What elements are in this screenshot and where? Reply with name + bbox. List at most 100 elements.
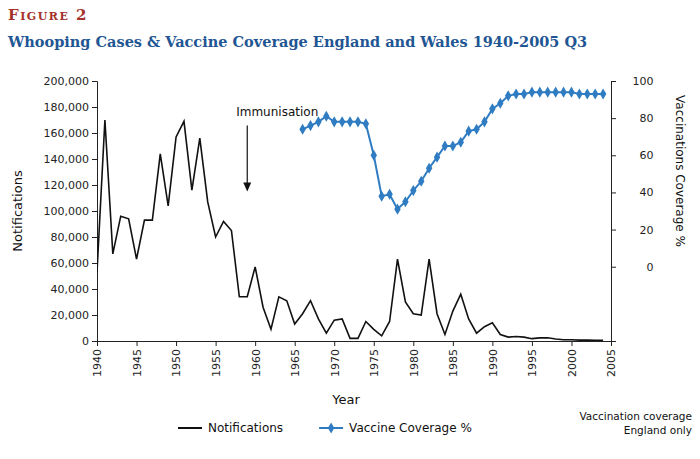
marker — [592, 88, 598, 99]
marker — [481, 116, 487, 127]
marker — [513, 88, 519, 99]
tick: 20,000 — [51, 309, 98, 322]
axis-line — [612, 82, 617, 342]
marker — [339, 116, 345, 127]
tick-mark — [137, 341, 138, 346]
tick-mark — [92, 237, 97, 238]
tick: 80 — [611, 112, 653, 125]
tick-mark — [92, 107, 97, 108]
tick: 40,000 — [51, 283, 98, 296]
chart-root: Figure 2Whooping Cases & Vaccine Coverag… — [0, 0, 700, 459]
y2-axis: 020406080100 — [611, 75, 653, 341]
marker — [489, 103, 495, 114]
tick-label: 1980 — [408, 349, 421, 377]
annotation-arrow — [247, 126, 248, 184]
tick-label: 20,000 — [51, 309, 90, 322]
marker — [331, 116, 337, 127]
tick-mark — [92, 159, 97, 160]
legend-item: Vaccine Coverage % — [319, 421, 472, 435]
legend-item: Notifications — [178, 421, 283, 435]
tick-label: 1955 — [210, 349, 223, 377]
tick-label: 0 — [82, 335, 89, 348]
tick-mark — [611, 267, 616, 268]
tick: 160,000 — [44, 127, 98, 140]
marker — [505, 90, 511, 101]
tick-label: 1965 — [289, 349, 302, 377]
tick-mark — [611, 192, 616, 193]
tick: 120,000 — [44, 179, 98, 192]
tick: 40 — [611, 186, 653, 199]
tick-mark — [611, 81, 616, 82]
tick-label: 1970 — [329, 349, 342, 377]
marker — [552, 87, 558, 98]
marker — [442, 140, 448, 151]
tick-label: 100 — [632, 75, 653, 88]
tick-label: 120,000 — [44, 179, 90, 192]
tick-label: 0 — [646, 261, 653, 274]
tick-mark — [611, 155, 616, 156]
tick-label: 40,000 — [51, 283, 90, 296]
tick-label: 2000 — [566, 349, 579, 377]
tick-mark — [413, 341, 414, 346]
tick-mark — [92, 315, 97, 316]
marker — [434, 152, 440, 163]
annotation: Immunisation — [236, 105, 318, 119]
marker — [402, 196, 408, 207]
tick-label: 80 — [639, 112, 653, 125]
tick: 1990 — [487, 341, 500, 377]
marker — [410, 185, 416, 196]
marker — [576, 88, 582, 99]
marker — [537, 87, 543, 98]
marker — [371, 150, 377, 161]
marker — [497, 98, 503, 109]
marker — [521, 88, 527, 99]
tick-label: 1950 — [170, 349, 183, 377]
tick: 80,000 — [51, 231, 98, 244]
tick: 2000 — [566, 341, 579, 377]
tick-mark — [492, 341, 493, 346]
marker — [450, 140, 456, 151]
legend-label: Vaccine Coverage % — [349, 421, 472, 435]
tick-mark — [611, 230, 616, 231]
legend-marker — [328, 422, 334, 433]
y-axis: 020,00040,00060,00080,000100,000120,0001… — [44, 75, 98, 348]
tick: 1975 — [368, 341, 381, 377]
tick-label: 1975 — [368, 349, 381, 377]
tick-label: 40 — [639, 186, 653, 199]
marker — [347, 116, 353, 127]
legend-label: Notifications — [208, 421, 283, 435]
tick-label: 1945 — [131, 349, 144, 377]
tick-mark — [92, 185, 97, 186]
tick: 100 — [611, 75, 653, 88]
tick-mark — [334, 341, 335, 346]
tick: 180,000 — [44, 101, 98, 114]
marker — [568, 87, 574, 98]
tick: 100,000 — [44, 205, 98, 218]
footnote: England only — [624, 424, 692, 436]
tick-mark — [255, 341, 256, 346]
tick-label: 60 — [639, 149, 653, 162]
tick-mark — [92, 133, 97, 134]
series-line — [303, 92, 603, 209]
marker — [323, 111, 329, 122]
marker — [600, 88, 606, 99]
tick-mark — [92, 81, 97, 82]
annotation-arrowhead — [243, 183, 251, 192]
subtitle: Whooping Cases & Vaccine Coverage Englan… — [7, 33, 587, 50]
marker — [465, 126, 471, 137]
plot-area — [97, 87, 606, 341]
tick-mark — [611, 341, 612, 346]
marker — [299, 124, 305, 135]
marker — [394, 204, 400, 215]
tick: 1995 — [526, 341, 539, 377]
marker — [584, 88, 590, 99]
tick-mark — [453, 341, 454, 346]
tick: 1945 — [131, 341, 144, 377]
marker — [307, 120, 313, 131]
marker — [386, 189, 392, 200]
legend: Notifications Vaccine Coverage % — [178, 421, 472, 435]
tick-label: 1990 — [487, 349, 500, 377]
tick: 1940 — [91, 341, 104, 377]
tick-label: 1985 — [447, 349, 460, 377]
x-axis: 1940194519501955196019651970197519801985… — [91, 341, 618, 377]
